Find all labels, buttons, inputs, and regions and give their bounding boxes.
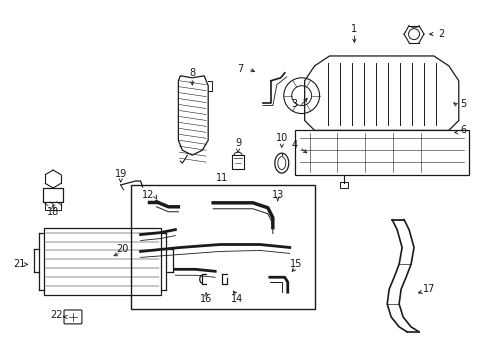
Text: 22: 22 bbox=[50, 310, 62, 320]
Bar bbox=[340, 182, 347, 188]
Bar bbox=[294, 130, 468, 175]
Text: 1: 1 bbox=[350, 24, 357, 34]
Text: 19: 19 bbox=[114, 169, 126, 179]
Text: 21: 21 bbox=[13, 259, 25, 269]
Text: 8: 8 bbox=[189, 68, 195, 78]
Bar bbox=[44, 228, 161, 295]
Text: 3: 3 bbox=[291, 99, 297, 109]
Text: 7: 7 bbox=[236, 64, 243, 74]
Text: 10: 10 bbox=[275, 133, 287, 143]
Text: 6: 6 bbox=[460, 125, 466, 135]
Text: 14: 14 bbox=[230, 294, 243, 304]
Text: 20: 20 bbox=[116, 244, 129, 255]
Bar bbox=[45, 202, 61, 210]
Text: 16: 16 bbox=[200, 294, 212, 304]
Text: 17: 17 bbox=[422, 284, 434, 294]
Bar bbox=[43, 188, 63, 202]
Text: 13: 13 bbox=[271, 190, 284, 200]
Bar bbox=[130, 185, 314, 309]
Text: 12: 12 bbox=[142, 190, 154, 200]
Text: 9: 9 bbox=[235, 138, 241, 148]
Text: 18: 18 bbox=[47, 207, 59, 217]
Text: 2: 2 bbox=[437, 29, 443, 39]
Text: 4: 4 bbox=[291, 140, 297, 150]
Text: 15: 15 bbox=[289, 259, 301, 269]
Text: 11: 11 bbox=[216, 173, 228, 183]
Text: 5: 5 bbox=[460, 99, 466, 109]
